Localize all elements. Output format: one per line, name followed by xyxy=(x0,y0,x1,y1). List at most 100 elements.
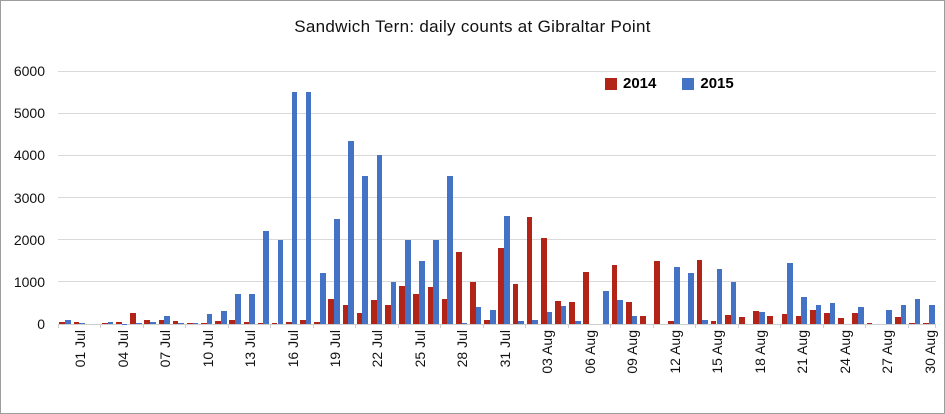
x-axis-tick xyxy=(865,324,867,328)
bar-2015-25-jul xyxy=(404,239,411,324)
bar-2014-05-aug xyxy=(555,300,561,324)
bar-2015-05-aug xyxy=(560,306,567,324)
bar-2015-21-aug xyxy=(787,262,793,324)
bar-2015-19-aug xyxy=(758,312,765,324)
bar-2014-02-jul xyxy=(73,322,80,324)
bar-2015-06-jul xyxy=(135,322,142,324)
bar-2015-29-aug xyxy=(900,305,907,324)
x-axis-tick xyxy=(227,324,229,328)
bar-2014-04-jul xyxy=(101,322,108,324)
x-axis-tick-label: 12 Aug xyxy=(666,330,683,374)
bar-2015-23-aug xyxy=(815,305,822,324)
bar-2014-24-aug xyxy=(824,313,830,324)
bar-2014-22-aug xyxy=(795,316,802,324)
bar-2014-27-aug xyxy=(866,322,873,324)
bar-2014-06-jul xyxy=(130,312,136,324)
bar-2014-05-jul xyxy=(116,321,122,324)
x-axis-tick-label: 04 Jul xyxy=(114,330,131,368)
bar-2014-08-jul xyxy=(158,320,165,324)
bar-2015-17-jul xyxy=(291,92,298,324)
bar-2015-10-jul xyxy=(192,322,199,324)
plot-area xyxy=(58,70,936,328)
bar-2014-31-jul xyxy=(484,319,490,324)
x-axis-tick-label: 06 Aug xyxy=(581,330,598,374)
bar-2015-24-aug xyxy=(829,302,836,324)
bar-2014-13-aug xyxy=(668,321,674,324)
bar-2015-28-aug xyxy=(886,310,893,324)
bar-2015-02-jul xyxy=(79,322,85,324)
legend-2014-swatch-icon xyxy=(605,77,617,90)
bar-2014-04-aug xyxy=(540,238,547,324)
x-axis-tick xyxy=(780,324,782,328)
bar-2014-13-jul xyxy=(229,319,235,324)
bar-2015-26-aug xyxy=(858,307,864,324)
bar-2015-16-jul xyxy=(277,239,284,324)
x-axis-tick xyxy=(737,324,739,328)
x-axis-tick xyxy=(100,324,102,328)
bar-2014-20-aug xyxy=(767,316,774,324)
bar-2015-15-aug xyxy=(702,319,708,324)
bar-2015-14-aug xyxy=(688,273,694,324)
bar-2014-12-jul xyxy=(215,320,221,324)
bar-2015-19-jul xyxy=(319,273,326,324)
bar-2014-15-jul xyxy=(257,322,264,324)
bar-2014-19-aug xyxy=(753,311,759,324)
x-axis-tick xyxy=(567,324,569,328)
bar-2014-09-aug xyxy=(611,264,618,324)
bar-2015-30-aug xyxy=(914,298,921,324)
gridline xyxy=(58,197,936,198)
bar-2015-09-jul xyxy=(178,323,185,324)
x-axis-tick xyxy=(185,324,187,328)
bar-2015-16-aug xyxy=(716,269,723,324)
bar-2014-03-aug xyxy=(526,217,533,324)
y-axis-tick-label: 6000 xyxy=(13,63,45,79)
bar-2014-17-jul xyxy=(285,321,292,324)
bar-2014-16-aug xyxy=(710,320,717,324)
bar-2014-31-aug xyxy=(923,322,929,324)
bar-2015-27-jul xyxy=(433,239,439,324)
x-axis-tick-label: 15 Aug xyxy=(709,330,726,374)
bar-2015-13-aug xyxy=(674,267,680,324)
y-axis-tick-label: 5000 xyxy=(13,105,45,122)
bar-2015-02-aug xyxy=(518,321,524,324)
x-axis-tick-label: 09 Aug xyxy=(624,330,641,374)
bar-2015-08-jul xyxy=(164,316,170,324)
x-axis-tick xyxy=(355,324,357,328)
x-axis-tick-label: 21 Aug xyxy=(794,330,811,374)
x-axis-tick-label: 28 Jul xyxy=(454,330,471,368)
bar-2014-26-jul xyxy=(413,294,420,324)
x-axis-tick xyxy=(822,324,824,328)
bar-2015-06-aug xyxy=(574,321,581,324)
bar-2014-02-aug xyxy=(512,283,519,324)
bar-2015-21-jul xyxy=(348,140,354,324)
bar-2014-11-jul xyxy=(201,322,207,324)
bar-2014-29-jul xyxy=(455,252,462,324)
x-axis-tick xyxy=(440,324,442,328)
bar-2014-18-aug xyxy=(739,316,745,324)
bar-2014-16-jul xyxy=(271,322,278,324)
bar-2015-31-aug xyxy=(928,305,935,324)
x-axis-tick xyxy=(58,324,59,328)
bar-2015-10-aug xyxy=(631,316,638,324)
x-axis-tick-label: 16 Jul xyxy=(284,330,301,368)
bar-2014-10-jul xyxy=(186,322,193,324)
bar-2014-07-aug xyxy=(583,272,590,324)
x-axis-tick xyxy=(142,324,144,328)
gridline xyxy=(58,70,936,72)
bar-2014-27-jul xyxy=(427,287,434,324)
bar-2015-24-jul xyxy=(390,281,397,324)
bar-2015-13-jul xyxy=(235,294,241,324)
bar-2014-29-aug xyxy=(894,316,901,324)
x-axis-tick xyxy=(312,324,314,328)
bar-2015-15-jul xyxy=(263,231,269,324)
legend-2014-label: 2014 xyxy=(623,75,657,92)
bar-2014-06-aug xyxy=(569,302,575,324)
bar-2015-03-aug xyxy=(532,320,539,324)
x-axis-tick-label: 07 Jul xyxy=(157,330,174,368)
x-axis-tick-label: 31 Jul xyxy=(496,330,513,368)
bar-2014-07-jul xyxy=(144,319,151,324)
bar-2015-08-aug xyxy=(603,291,609,324)
x-axis-tick-label: 25 Jul xyxy=(411,330,428,368)
bar-2015-23-jul xyxy=(376,155,383,324)
